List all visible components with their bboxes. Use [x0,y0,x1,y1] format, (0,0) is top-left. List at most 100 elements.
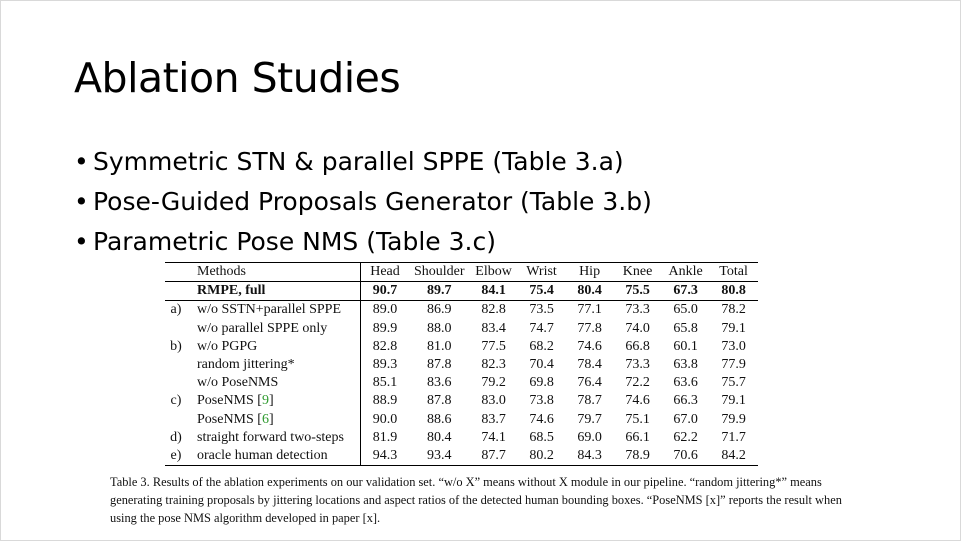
value-cell: 72.2 [625,375,650,391]
value-cell: 84.2 [709,446,758,467]
group-label: b) [170,338,182,354]
table-row: d) straight forward two-steps 81.9 80.4 74.1… [165,428,758,447]
value-cell: 75.7 [721,375,746,391]
value-cell: 87.8 [427,393,452,409]
ablation-table: Methods Head Shoulder Elbow Wrist Hip Knee Ankl… [165,261,758,467]
bullet-list: • Symmetric STN & parallel SPPE (Table 3.… [74,143,652,263]
value-cell: 67.0 [673,411,698,427]
group-label: d) [170,429,182,445]
value-cell: 79.7 [577,411,602,427]
value-cell: 88.0 [427,320,452,336]
method-text: PoseNMS [ [197,411,262,427]
method-text: PoseNMS [ [197,393,262,409]
value-cell: 73.5 [529,302,554,318]
group-label: c) [170,393,182,409]
value-cell: 63.8 [673,357,698,373]
value-cell: 81.0 [427,338,452,354]
value-cell: 74.6 [577,338,602,354]
table-caption: Table 3. Results of the ablation experim… [110,475,842,525]
bullet-item: • Parametric Pose NMS (Table 3.c) [74,223,652,263]
table-row: e) oracle human detection 94.3 93.4 87.7 80.2… [165,446,758,467]
value-cell: 89.7 [409,281,470,302]
group-label [165,411,192,429]
value-cell: 82.3 [481,357,506,373]
value-cell: 85.1 [372,375,398,391]
value-cell: 76.4 [577,375,602,391]
method-cell: PoseNMS [9] [192,392,361,411]
bullet-text: Pose-Guided Proposals Generator (Table 3… [93,187,652,216]
bullet-item: • Pose-Guided Proposals Generator (Table … [74,183,652,223]
value-cell: 71.7 [721,429,746,445]
value-cell: 83.4 [481,320,506,336]
citation-bracket: ] [268,393,274,409]
value-cell: 66.8 [625,338,650,354]
group-label [165,320,192,338]
group-label: a) [170,302,182,318]
value-cell: 87.7 [469,446,518,467]
value-cell: 89.0 [372,302,398,318]
value-cell: 66.1 [625,429,650,445]
value-cell: 87.8 [427,357,452,373]
bullet-dot: • [74,227,89,256]
value-cell: 73.3 [625,357,650,373]
method-cell: oracle human detection [192,446,361,467]
group-label [165,374,192,392]
bullet-item: • Symmetric STN & parallel SPPE (Table 3.… [74,143,652,183]
value-cell: 70.6 [661,446,710,467]
value-cell: 79.9 [721,411,746,427]
bullet-text: Parametric Pose NMS (Table 3.c) [93,227,496,256]
value-cell: 93.4 [409,446,470,467]
value-cell: 89.9 [372,320,398,336]
method-text: random jittering* [197,357,295,373]
value-cell: 74.0 [625,320,650,336]
value-cell: 84.1 [469,281,518,302]
method-cell: straight forward two-steps [192,428,361,447]
slide-title: Ablation Studies [74,54,401,102]
table-row: PoseNMS [6] 90.0 88.6 83.7 74.6 79.7 75.1 67.0 7… [165,410,758,429]
method-text: oracle human detection [197,447,328,463]
group-label [165,281,192,302]
method-cell: w/o parallel SPPE only [192,319,361,338]
value-cell: 65.8 [673,320,698,336]
value-cell: 68.5 [529,429,554,445]
table-row: c) PoseNMS [9] 88.9 87.8 83.0 73.8 78.7 74.6 66.… [165,392,758,411]
value-cell: 83.0 [481,393,506,409]
value-cell: 79.1 [721,393,746,409]
bullet-dot: • [74,187,89,216]
value-cell: 75.1 [625,411,650,427]
method-cell: w/o PoseNMS [192,374,361,393]
value-cell: 94.3 [360,446,409,467]
value-cell: 83.7 [481,411,506,427]
value-cell: 75.4 [517,281,566,302]
value-cell: 82.8 [372,338,398,354]
method-cell: random jittering* [192,355,361,375]
value-cell: 82.8 [481,302,506,318]
group-label [165,356,192,374]
value-cell: 65.0 [673,302,698,318]
value-cell: 88.6 [427,411,452,427]
method-cell: w/o SSTN+parallel SPPE [192,300,361,320]
value-cell: 78.7 [577,393,602,409]
method-text: w/o parallel SPPE only [197,320,328,336]
value-cell: 90.0 [372,411,398,427]
value-cell: 63.6 [673,375,698,391]
method-cell: w/o PGPG [192,337,361,356]
table-row: b) w/o PGPG 82.8 81.0 77.5 68.2 74.6 66.8 60.1 73… [165,337,758,356]
value-cell: 79.1 [721,320,746,336]
table-row: a) w/o SSTN+parallel SPPE 89.0 86.9 82.8 73.5… [165,300,758,320]
value-cell: 80.2 [517,446,566,467]
column-header: Total [709,261,758,283]
column-header: Ankle [661,261,710,283]
group-label: e) [165,446,192,467]
group-label [165,261,192,283]
value-cell: 80.8 [709,281,758,302]
value-cell: 66.3 [673,393,698,409]
value-cell: 78.9 [613,446,662,467]
value-cell: 78.4 [577,357,602,373]
method-cell: RMPE, full [192,281,361,302]
method-cell: PoseNMS [6] [192,410,361,429]
table-row: random jittering* 89.3 87.8 82.3 70.4 78.4 73.… [165,355,758,375]
value-cell: 83.6 [427,375,452,391]
value-cell: 73.0 [721,338,746,354]
value-cell: 67.3 [661,281,710,302]
